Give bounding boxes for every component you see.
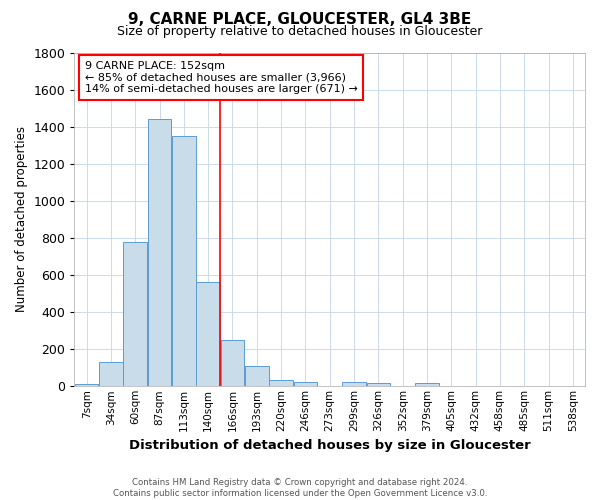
Bar [269,380,293,386]
Bar [342,382,366,386]
Bar [367,384,390,386]
Text: Contains HM Land Registry data © Crown copyright and database right 2024.
Contai: Contains HM Land Registry data © Crown c… [113,478,487,498]
Bar [245,366,269,386]
Bar [415,384,439,386]
X-axis label: Distribution of detached houses by size in Gloucester: Distribution of detached houses by size … [129,440,530,452]
Text: 9, CARNE PLACE, GLOUCESTER, GL4 3BE: 9, CARNE PLACE, GLOUCESTER, GL4 3BE [128,12,472,28]
Bar [75,384,98,386]
Bar [293,382,317,386]
Text: Size of property relative to detached houses in Gloucester: Size of property relative to detached ho… [118,25,482,38]
Y-axis label: Number of detached properties: Number of detached properties [15,126,28,312]
Bar [221,340,244,386]
Bar [172,136,196,386]
Bar [148,120,172,386]
Text: 9 CARNE PLACE: 152sqm
← 85% of detached houses are smaller (3,966)
14% of semi-d: 9 CARNE PLACE: 152sqm ← 85% of detached … [85,61,358,94]
Bar [196,282,220,387]
Bar [99,362,123,386]
Bar [124,242,147,386]
